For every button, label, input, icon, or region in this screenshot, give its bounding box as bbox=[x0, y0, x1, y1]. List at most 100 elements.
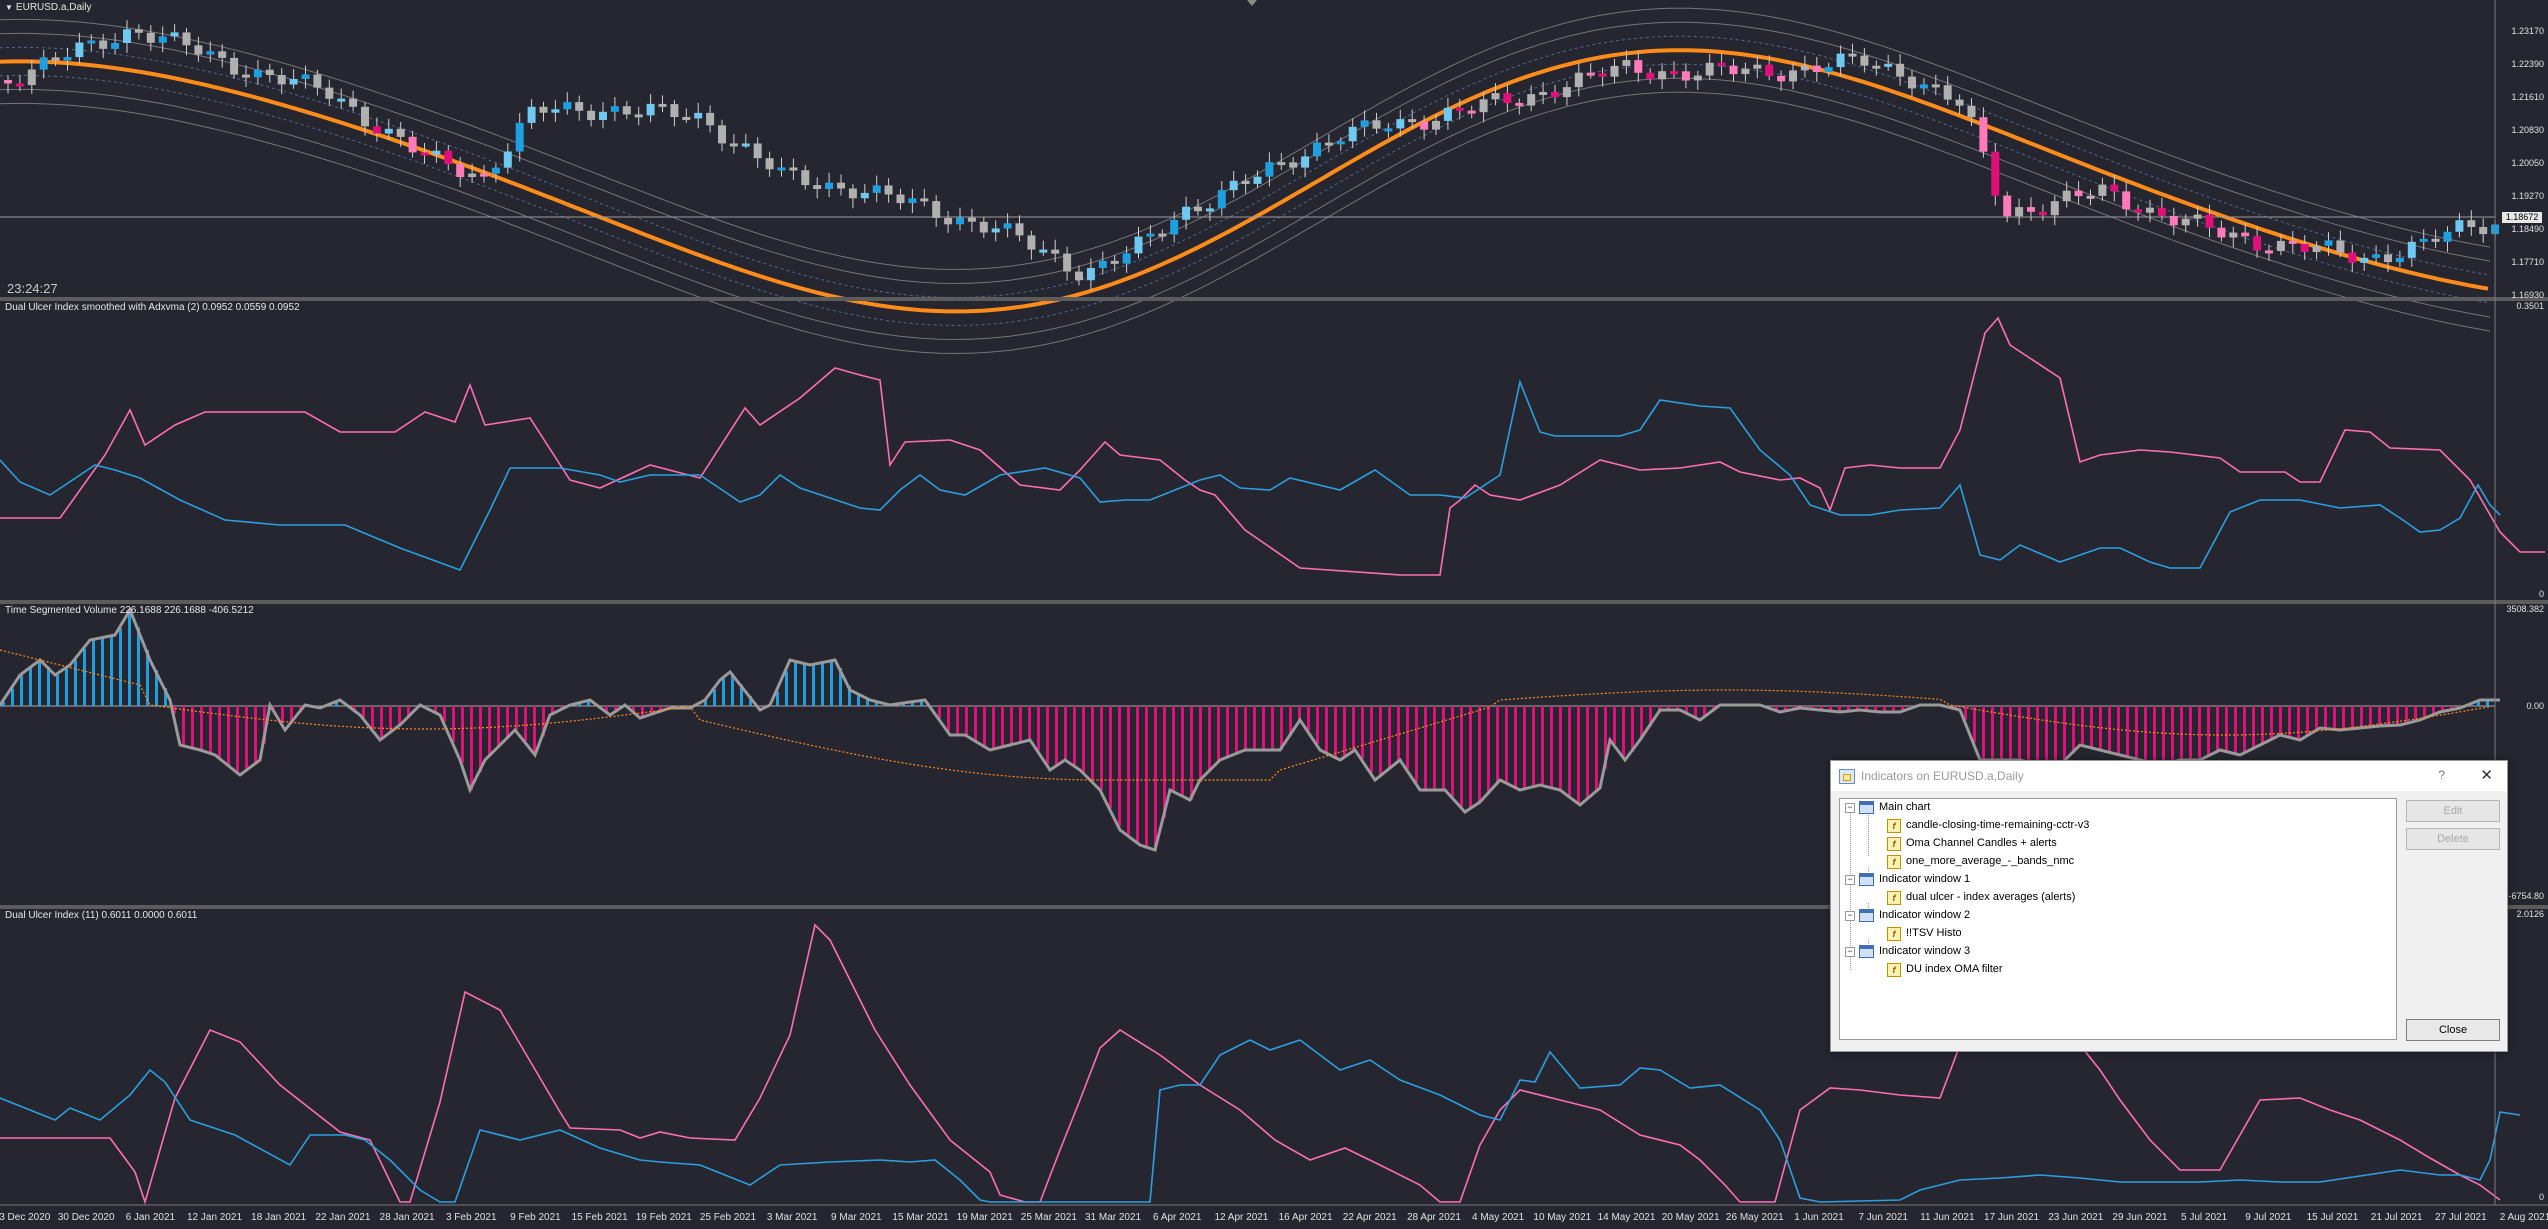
tsv-histogram-bar bbox=[731, 673, 734, 706]
indicator-window-2[interactable] bbox=[0, 606, 2500, 852]
tsv-histogram-bar bbox=[758, 706, 761, 708]
candle-body bbox=[2181, 218, 2190, 226]
tsv-histogram-bar bbox=[1613, 706, 1616, 744]
tsv-histogram-bar bbox=[2009, 706, 2012, 760]
candle-body bbox=[480, 173, 488, 177]
channel-band-line bbox=[0, 77, 2491, 340]
tsv-histogram-bar bbox=[1388, 706, 1391, 770]
candle-body bbox=[896, 194, 905, 204]
tsv-histogram-bar bbox=[1847, 706, 1850, 712]
tsv-histogram-bar bbox=[1640, 706, 1643, 740]
tsv-histogram-bar bbox=[2432, 706, 2435, 716]
tsv-histogram-bar bbox=[533, 706, 536, 753]
tsv-histogram-bar bbox=[1964, 706, 1967, 720]
candle-body bbox=[1396, 119, 1405, 129]
candle-body bbox=[1753, 64, 1762, 69]
tsv-histogram-bar bbox=[1289, 706, 1292, 737]
tsv-histogram-bar bbox=[452, 706, 455, 742]
tree-item-indicator[interactable]: f candle-closing-time-remaining-cctr-v3 bbox=[1887, 817, 2089, 834]
close-icon[interactable]: ✕ bbox=[2480, 767, 2493, 784]
candle-body bbox=[765, 158, 774, 170]
tsv-histogram-bar bbox=[659, 706, 662, 712]
main-price-chart[interactable] bbox=[0, 7, 2500, 354]
time-tick: 15 Jul 2021 bbox=[2306, 1212, 2359, 1223]
candle-body bbox=[789, 167, 798, 171]
tsv-histogram-bar bbox=[2072, 706, 2075, 753]
indicator-tree[interactable]: − Main chart f candle-closing-time-remaini… bbox=[1839, 798, 2397, 1040]
tsv-histogram-bar bbox=[335, 702, 338, 706]
tsv-histogram-bar bbox=[1298, 706, 1301, 723]
tree-item-label: dual ulcer - index averages (alerts) bbox=[1906, 891, 2076, 903]
tsv-histogram-bar bbox=[1604, 706, 1607, 769]
tree-item-indicator[interactable]: f DU index OMA filter bbox=[1887, 961, 2003, 978]
chart-menu-arrow-icon[interactable]: ▼ bbox=[5, 3, 13, 12]
tree-node-indicator-window-3[interactable]: − Indicator window 3 bbox=[1845, 943, 1970, 960]
tree-node-indicator-window-2[interactable]: − Indicator window 2 bbox=[1845, 907, 1970, 924]
candle-body bbox=[146, 32, 155, 43]
time-tick: 22 Jan 2021 bbox=[315, 1212, 371, 1223]
edit-button[interactable]: Edit bbox=[2406, 800, 2500, 822]
candle-body bbox=[1646, 72, 1655, 80]
tree-item-indicator[interactable]: f Oma Channel Candles + alerts bbox=[1887, 835, 2057, 852]
tree-item-label: Oma Channel Candles + alerts bbox=[1906, 837, 2057, 849]
tsv-histogram-bar bbox=[1577, 706, 1580, 803]
candle-body bbox=[1931, 84, 1940, 88]
candle-body bbox=[884, 185, 893, 195]
tsv-histogram-bar bbox=[2099, 706, 2102, 750]
time-tick: 3 Mar 2021 bbox=[766, 1212, 818, 1223]
tsv-histogram-bar bbox=[632, 706, 635, 712]
tsv-histogram-bar bbox=[1046, 706, 1049, 764]
collapse-icon[interactable]: − bbox=[1845, 946, 1855, 957]
tsv-histogram-bar bbox=[146, 650, 149, 706]
tree-item-indicator[interactable]: f dual ulcer - index averages (alerts) bbox=[1887, 889, 2075, 906]
candle-body bbox=[1586, 72, 1595, 76]
tsv-histogram-bar bbox=[1667, 706, 1670, 710]
tsv-histogram-bar bbox=[1073, 706, 1076, 766]
candle-body bbox=[2038, 211, 2047, 216]
window-icon bbox=[1859, 909, 1874, 922]
candle-body bbox=[123, 29, 131, 43]
help-icon[interactable]: ? bbox=[2438, 768, 2445, 782]
candle-body bbox=[2229, 232, 2238, 238]
window-icon bbox=[1859, 945, 1874, 958]
collapse-icon[interactable]: − bbox=[1845, 874, 1855, 885]
tsv-histogram-bar bbox=[1118, 706, 1121, 826]
tsv-histogram-bar bbox=[1982, 706, 1985, 760]
candle-body bbox=[253, 69, 262, 78]
candle-body bbox=[2479, 227, 2488, 235]
candle-body bbox=[1479, 99, 1488, 113]
candle-body bbox=[1313, 142, 1321, 157]
indicator-icon: f bbox=[1887, 962, 1901, 977]
candle-body bbox=[2169, 215, 2178, 226]
tree-item-indicator[interactable]: f one_more_average_-_bands_nmc bbox=[1887, 853, 2074, 870]
candle-body bbox=[920, 198, 929, 202]
time-tick: 25 Feb 2021 bbox=[699, 1212, 757, 1223]
indicators-dialog[interactable]: Indicators on EURUSD.a,Daily ? ✕ − Main c… bbox=[1830, 760, 2508, 1052]
candle-body bbox=[527, 106, 536, 123]
tsv-histogram-bar bbox=[2027, 706, 2030, 762]
close-button[interactable]: Close bbox=[2406, 1019, 2500, 1041]
channel-band-line bbox=[0, 21, 2491, 284]
candle-body bbox=[2157, 207, 2166, 216]
tree-item-indicator[interactable]: f !!TSV Histo bbox=[1887, 925, 1962, 942]
candle-body bbox=[456, 164, 465, 177]
indicator-window-1[interactable] bbox=[0, 316, 2545, 576]
candle-body bbox=[2205, 214, 2214, 228]
candle-body bbox=[1122, 253, 1131, 264]
collapse-icon[interactable]: − bbox=[1845, 802, 1855, 813]
tree-node-indicator-window-1[interactable]: − Indicator window 1 bbox=[1845, 871, 1970, 888]
tsv-histogram-bar bbox=[848, 686, 851, 706]
tsv-histogram-bar bbox=[1109, 706, 1112, 808]
tsv-histogram-bar bbox=[1586, 706, 1589, 800]
candle-body bbox=[1015, 223, 1024, 236]
candle-body bbox=[979, 221, 988, 233]
dialog-titlebar[interactable]: Indicators on EURUSD.a,Daily ? ✕ bbox=[1831, 761, 2507, 791]
indicator-icon: f bbox=[1887, 854, 1901, 869]
delete-button[interactable]: Delete bbox=[2406, 828, 2500, 850]
candle-body bbox=[63, 57, 72, 61]
tsv-histogram-bar bbox=[2297, 706, 2300, 740]
collapse-icon[interactable]: − bbox=[1845, 910, 1855, 921]
tree-node-main-chart[interactable]: − Main chart bbox=[1845, 799, 1930, 816]
tsv-histogram-bar bbox=[407, 706, 410, 718]
